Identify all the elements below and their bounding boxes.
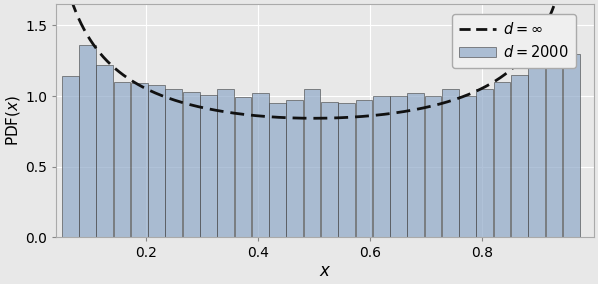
Bar [528, 68, 545, 237]
Line: $d=\infty$: $d=\infty$ [62, 0, 579, 118]
Bar [234, 97, 251, 237]
Bar [252, 93, 269, 237]
Bar [563, 54, 579, 237]
$d=\infty$ [85, 36, 92, 39]
Bar [355, 100, 373, 237]
Y-axis label: PDF$(x)$: PDF$(x)$ [4, 95, 22, 147]
$d=\infty$ [296, 116, 303, 120]
Bar [286, 100, 303, 237]
Bar [304, 89, 321, 237]
Bar [321, 102, 338, 237]
Bar [166, 89, 182, 237]
Bar [425, 96, 441, 237]
Bar [200, 95, 217, 237]
$d=\infty$ [310, 116, 317, 120]
Bar [390, 96, 407, 237]
Bar [373, 96, 389, 237]
Bar [114, 82, 130, 237]
X-axis label: $x$: $x$ [319, 262, 331, 280]
Bar [338, 103, 355, 237]
Bar [79, 45, 96, 237]
Bar [442, 89, 459, 237]
Bar [217, 89, 234, 237]
Legend: $d=\infty$, $d=2000$: $d=\infty$, $d=2000$ [452, 14, 576, 68]
$d=\infty$ [310, 116, 318, 120]
Bar [459, 96, 476, 237]
Bar [477, 89, 493, 237]
Bar [96, 65, 113, 237]
Bar [511, 75, 528, 237]
Bar [183, 92, 200, 237]
Bar [62, 76, 78, 237]
$d=\infty$ [466, 92, 473, 96]
Bar [494, 82, 511, 237]
Bar [407, 93, 424, 237]
Bar [148, 85, 165, 237]
Bar [269, 103, 286, 237]
Bar [545, 47, 562, 237]
Bar [131, 83, 148, 237]
